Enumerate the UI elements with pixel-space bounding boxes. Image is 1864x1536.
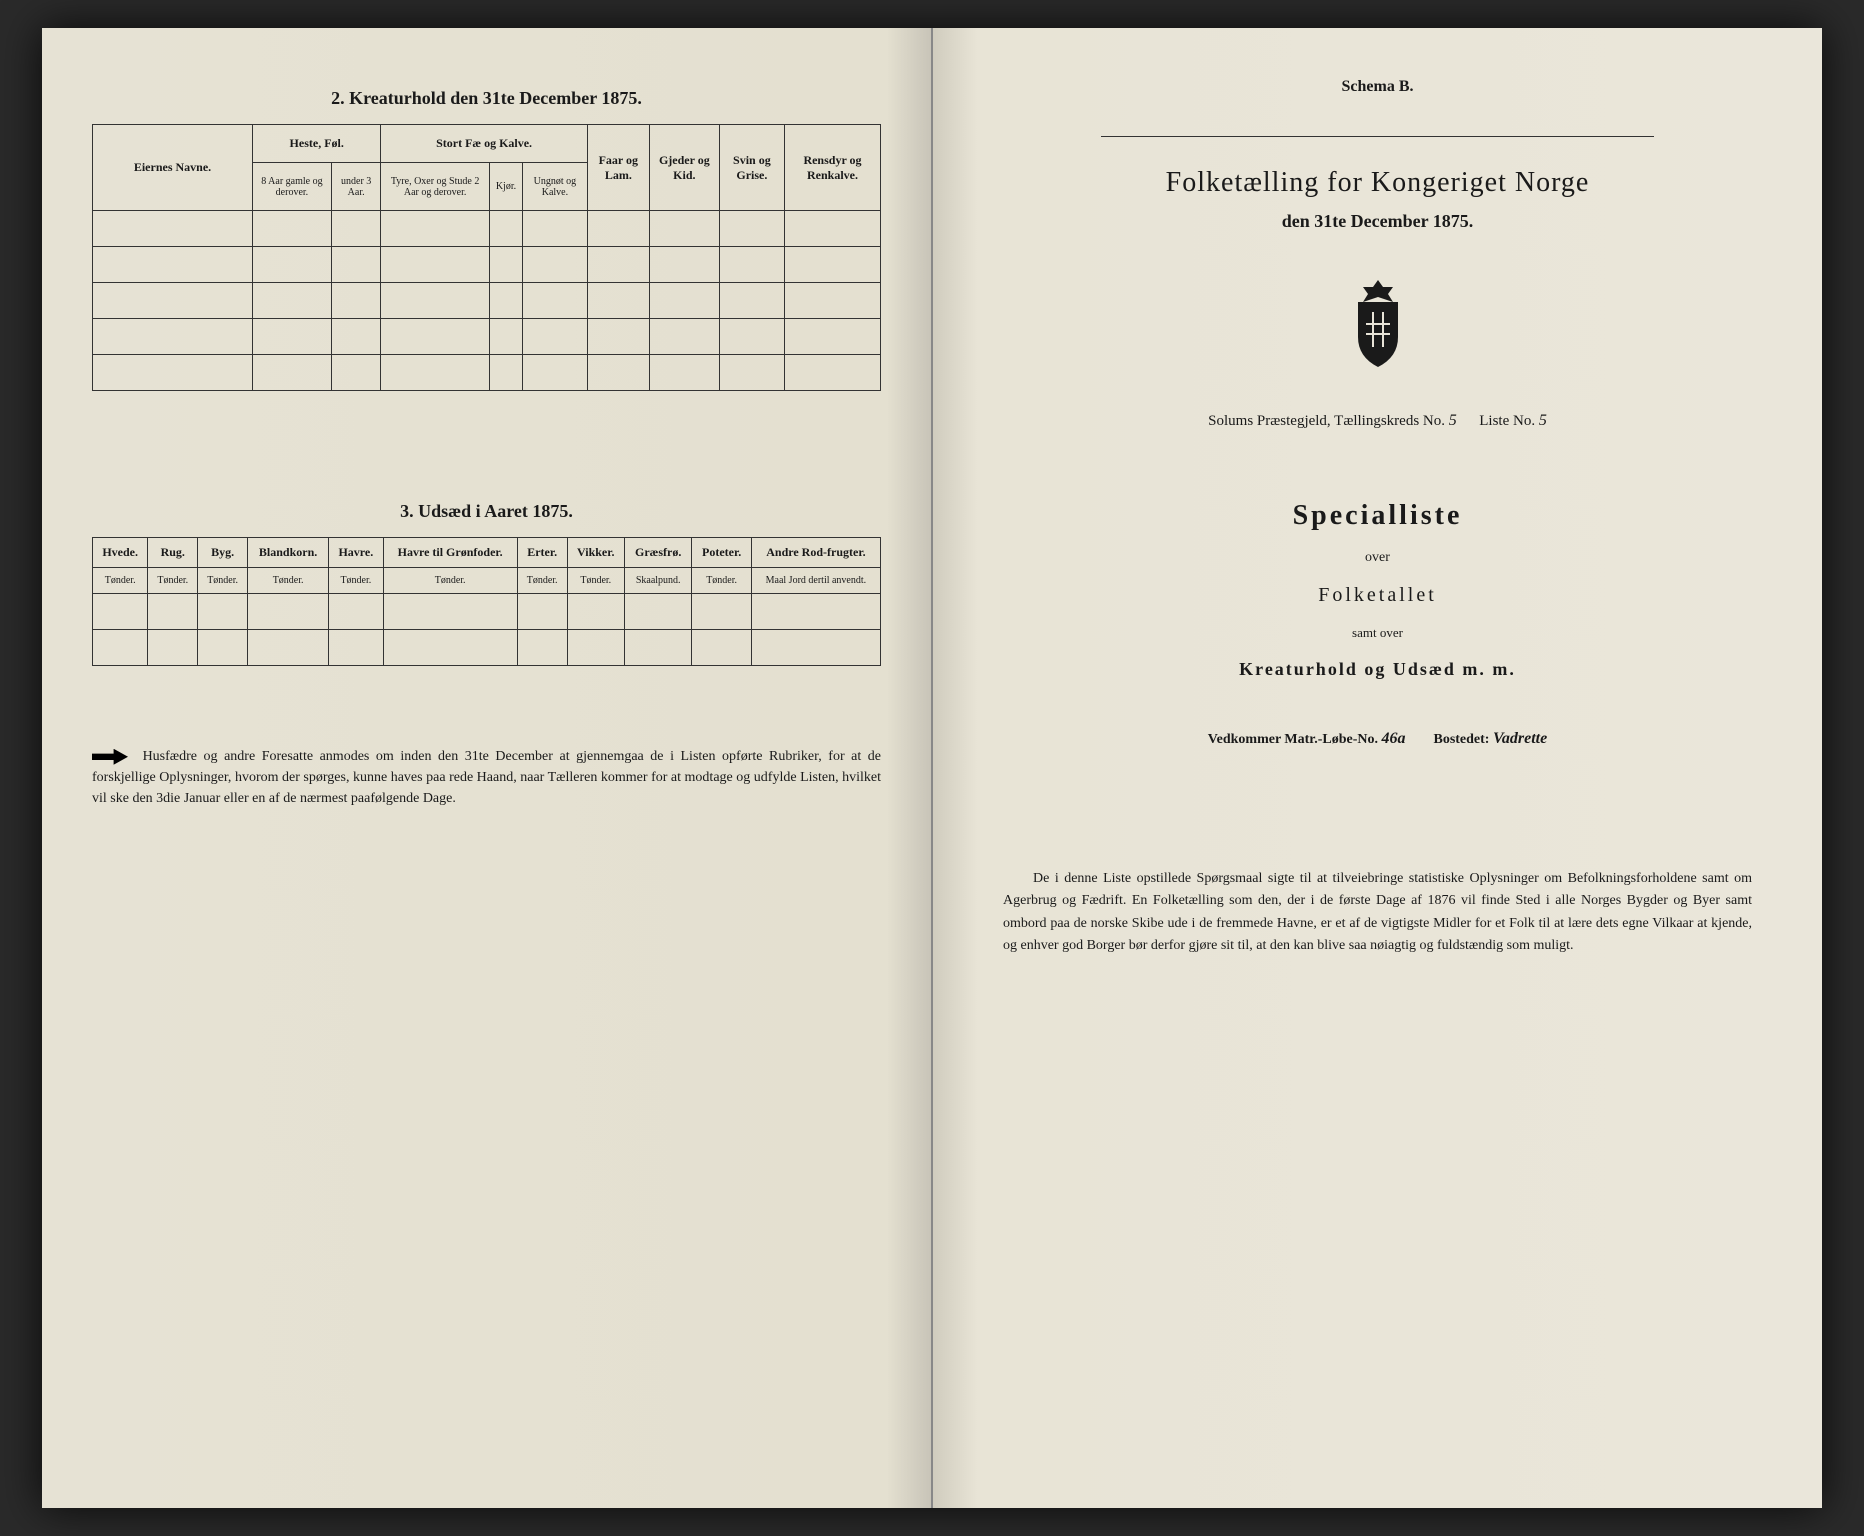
table-row	[93, 355, 881, 391]
t3-unit: Tønder.	[329, 568, 383, 594]
col-rensdyr: Rensdyr og Renkalve.	[785, 125, 881, 211]
seed-table: Hvede. Rug. Byg. Blandkorn. Havre. Havre…	[92, 537, 881, 666]
samt-label: samt over	[983, 625, 1772, 641]
t3-col: Havre.	[329, 538, 383, 568]
t3-unit: Tønder.	[517, 568, 567, 594]
t3-col: Havre til Grønfoder.	[383, 538, 517, 568]
vedkommer-label: Vedkommer Matr.-Løbe-No.	[1208, 732, 1378, 747]
t3-unit: Maal Jord dertil anvendt.	[751, 568, 880, 594]
t3-unit: Tønder.	[692, 568, 751, 594]
sub-stort3: Ungnøt og Kalve.	[523, 163, 588, 211]
table-row	[93, 630, 881, 666]
t3-unit: Tønder.	[248, 568, 329, 594]
kreatur-heading: Kreaturhold og Udsæd m. m.	[983, 659, 1772, 680]
matr-no: 46a	[1381, 730, 1405, 747]
liste-label: Liste No.	[1479, 413, 1535, 429]
t3-col: Andre Rod-frugter.	[751, 538, 880, 568]
sub-heste1: 8 Aar gamle og derover.	[253, 163, 332, 211]
t3-unit: Tønder.	[198, 568, 248, 594]
t3-col: Vikker.	[567, 538, 624, 568]
grp-stort: Stort Fæ og Kalve.	[381, 125, 587, 163]
left-footnote: Husfædre og andre Foresatte anmodes om i…	[92, 746, 881, 809]
open-book: 2. Kreaturhold den 31te December 1875. E…	[42, 28, 1822, 1508]
t3-col: Hvede.	[93, 538, 148, 568]
census-title: Folketælling for Kongeriget Norge	[983, 167, 1772, 199]
livestock-table: Eiernes Navne. Heste, Føl. Stort Fæ og K…	[92, 124, 881, 391]
table-row	[93, 247, 881, 283]
t3-col: Poteter.	[692, 538, 751, 568]
table-row	[93, 211, 881, 247]
bosted-label: Bostedet:	[1433, 732, 1489, 747]
over-label: over	[983, 550, 1772, 566]
section2-heading: 2. Kreaturhold den 31te December 1875.	[92, 88, 881, 109]
coat-of-arms-icon	[1338, 272, 1418, 372]
t3-unit: Skaalpund.	[624, 568, 691, 594]
pointer-icon	[92, 749, 128, 765]
sub-stort1: Tyre, Oxer og Stude 2 Aar og derover.	[381, 163, 489, 211]
t3-unit: Tønder.	[567, 568, 624, 594]
sub-heste2: under 3 Aar.	[331, 163, 381, 211]
t3-unit: Tønder.	[148, 568, 198, 594]
col-gjeder: Gjeder og Kid.	[649, 125, 719, 211]
census-date: den 31te December 1875.	[983, 211, 1772, 232]
table-row	[93, 283, 881, 319]
kreds-no: 5	[1449, 412, 1457, 429]
bottom-paragraph: De i denne Liste opstillede Spørgsmaal s…	[983, 868, 1772, 958]
folketallet-heading: Folketallet	[983, 584, 1772, 607]
t3-col: Erter.	[517, 538, 567, 568]
grp-heste: Heste, Føl.	[253, 125, 381, 163]
table-row	[93, 594, 881, 630]
liste-no: 5	[1539, 412, 1547, 429]
left-page: 2. Kreaturhold den 31te December 1875. E…	[42, 28, 932, 1508]
bosted-val: Vadrette	[1493, 730, 1547, 747]
parish-prefix: Solums Præstegjeld, Tællingskreds No.	[1208, 413, 1445, 429]
t3-col: Byg.	[198, 538, 248, 568]
col-faar: Faar og Lam.	[587, 125, 649, 211]
sub-stort2: Kjør.	[489, 163, 522, 211]
t3-unit: Tønder.	[383, 568, 517, 594]
parish-line: Solums Præstegjeld, Tællingskreds No. 5 …	[983, 412, 1772, 430]
section3-heading: 3. Udsæd i Aaret 1875.	[92, 501, 881, 522]
right-page: Schema B. Folketælling for Kongeriget No…	[932, 28, 1822, 1508]
specialliste-heading: Specialliste	[983, 500, 1772, 532]
t3-col: Blandkorn.	[248, 538, 329, 568]
table-row	[93, 319, 881, 355]
col-svin: Svin og Grise.	[719, 125, 784, 211]
t3-col: Rug.	[148, 538, 198, 568]
vedkommer-line: Vedkommer Matr.-Løbe-No. 46a Bostedet: V…	[983, 730, 1772, 748]
col-eiernes: Eiernes Navne.	[93, 125, 253, 211]
divider	[1101, 136, 1653, 137]
t3-unit: Tønder.	[93, 568, 148, 594]
schema-label: Schema B.	[983, 78, 1772, 96]
t3-col: Græsfrø.	[624, 538, 691, 568]
footnote-text: Husfædre og andre Foresatte anmodes om i…	[92, 749, 881, 806]
